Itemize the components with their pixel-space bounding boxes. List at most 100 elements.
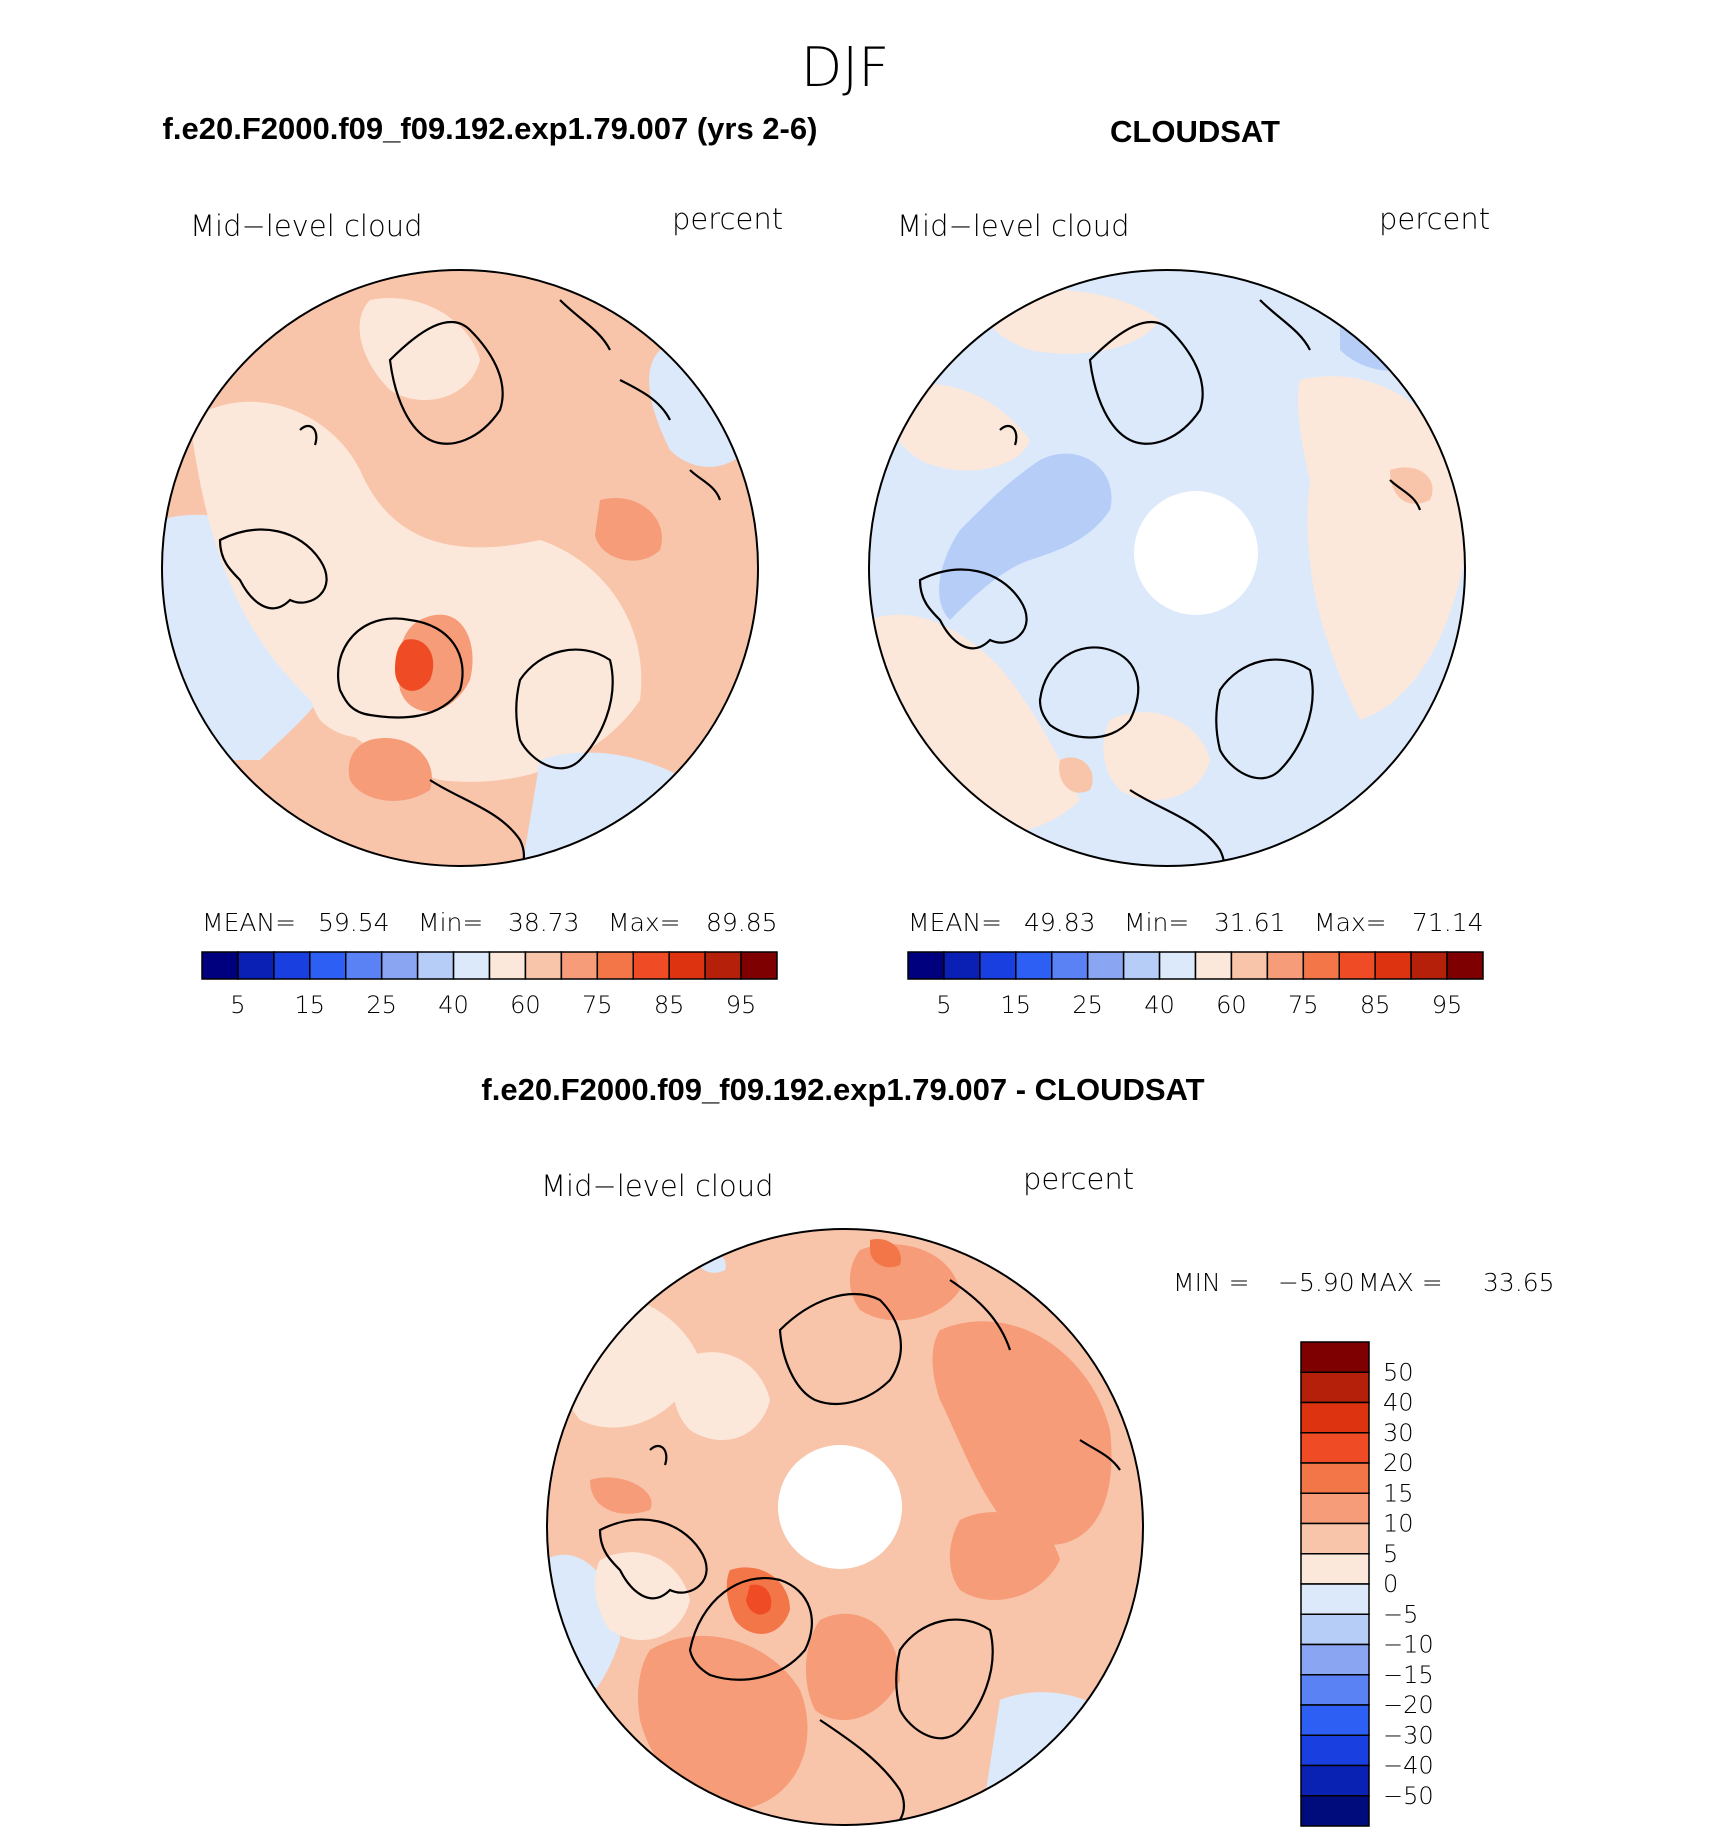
panel-b-min-label: Min= bbox=[1124, 908, 1189, 937]
colorbar-swatch bbox=[1086, 951, 1125, 980]
panel-c-max-label: MAX = bbox=[1358, 1268, 1443, 1297]
colorbar-swatch bbox=[1230, 951, 1269, 980]
colorbar-swatch bbox=[1446, 951, 1484, 980]
colorbar-swatch bbox=[1302, 951, 1340, 980]
colorbar-swatch bbox=[1300, 1432, 1370, 1464]
colorbar-swatch bbox=[1122, 951, 1161, 980]
panel-c-max-value: 33.65 bbox=[1483, 1268, 1555, 1297]
panel-b-max-value: 71.14 bbox=[1412, 908, 1484, 937]
panel-b: Mid−level cloud percent MEAN= 49 bbox=[868, 202, 1490, 1019]
panel-a-min-label: Min= bbox=[418, 908, 483, 937]
panel-a-map bbox=[162, 270, 758, 866]
colorbar-tick-label: 75 bbox=[1288, 991, 1319, 1019]
colorbar-tick-label: 95 bbox=[1432, 991, 1463, 1019]
colorbar-swatch bbox=[740, 951, 778, 980]
colorbar-swatch bbox=[416, 951, 455, 980]
colorbar-tick-label: 85 bbox=[1360, 991, 1391, 1019]
colorbar-swatch bbox=[1338, 951, 1376, 980]
colorbar-swatch bbox=[273, 951, 311, 980]
colorbar-swatch bbox=[309, 951, 347, 980]
colorbar-swatch bbox=[943, 951, 981, 980]
panel-c-map-border bbox=[546, 1228, 1144, 1826]
colorbar-swatch bbox=[668, 951, 706, 980]
colorbar-tick-label: −30 bbox=[1383, 1721, 1434, 1749]
colorbar-tick-label: −40 bbox=[1383, 1752, 1434, 1780]
colorbar-tick-label: 15 bbox=[295, 991, 326, 1019]
panel-a-colorbar bbox=[201, 951, 778, 980]
colorbar-swatch bbox=[1300, 1522, 1370, 1555]
panel-a-mean-value: 59.54 bbox=[318, 908, 390, 937]
panel-b-colorbar-ticks: 5 15 25 40 60 75 85 95 bbox=[936, 991, 1462, 1019]
panel-a-colorbar-ticks: 5 15 25 40 60 75 85 95 bbox=[230, 991, 756, 1019]
colorbar-tick-label: 60 bbox=[510, 991, 541, 1019]
colorbar-tick-label: 85 bbox=[654, 991, 685, 1019]
panel-c: Mid−level cloud percent bbox=[541, 1162, 1555, 1827]
colorbar-swatch bbox=[704, 951, 742, 980]
panel-b-pole-hole bbox=[1134, 491, 1258, 615]
panel-b-coastlines bbox=[918, 299, 1422, 866]
colorbar-swatch bbox=[524, 951, 563, 980]
panel-a-max-value: 89.85 bbox=[706, 908, 778, 937]
colorbar-tick-label: 30 bbox=[1383, 1419, 1414, 1447]
colorbar-tick-label: −15 bbox=[1383, 1661, 1434, 1689]
colorbar-swatch bbox=[1300, 1643, 1370, 1676]
colorbar-swatch bbox=[907, 951, 945, 980]
colorbar-swatch bbox=[560, 951, 599, 980]
colorbar-swatch bbox=[1194, 951, 1233, 980]
panel-c-min-value: −5.90 bbox=[1278, 1268, 1355, 1297]
colorbar-swatch bbox=[1374, 951, 1412, 980]
colorbar-swatch bbox=[979, 951, 1017, 980]
colorbar-swatch bbox=[488, 951, 527, 980]
colorbar-tick-label: 20 bbox=[1383, 1449, 1414, 1477]
panel-b-max-label: Max= bbox=[1314, 908, 1387, 937]
colorbar-tick-label: 75 bbox=[582, 991, 613, 1019]
figure-title: DJF bbox=[801, 36, 890, 99]
panel-c-units-label: percent bbox=[1023, 1162, 1134, 1196]
colorbar-swatch bbox=[1300, 1674, 1370, 1706]
panel-a-variable-label: Mid−level cloud bbox=[190, 209, 423, 243]
colorbar-swatch bbox=[1015, 951, 1053, 980]
colorbar-swatch bbox=[1051, 951, 1089, 980]
panel-c-title: f.e20.F2000.f09_f09.192.exp1.79.007 - CL… bbox=[481, 1072, 1204, 1107]
colorbar-swatch bbox=[1300, 1704, 1370, 1736]
colorbar-swatch bbox=[1300, 1613, 1370, 1646]
colorbar-tick-label: 15 bbox=[1383, 1479, 1414, 1507]
colorbar-swatch bbox=[1300, 1734, 1370, 1767]
colorbar-tick-label: −5 bbox=[1383, 1600, 1418, 1628]
panel-b-map-border bbox=[868, 269, 1466, 867]
panel-a-mean-label: MEAN= bbox=[202, 908, 296, 937]
colorbar-swatch bbox=[1300, 1553, 1370, 1585]
panel-b-variable-label: Mid−level cloud bbox=[897, 209, 1130, 243]
colorbar-swatch bbox=[596, 951, 634, 980]
colorbar-tick-label: 40 bbox=[438, 991, 469, 1019]
panel-c-colorbar bbox=[1300, 1341, 1370, 1827]
colorbar-tick-label: 5 bbox=[230, 991, 245, 1019]
panel-a-units-label: percent bbox=[672, 202, 783, 236]
panel-c-min-label: MIN = bbox=[1173, 1268, 1250, 1297]
colorbar-swatch bbox=[237, 951, 275, 980]
colorbar-tick-label: 95 bbox=[726, 991, 757, 1019]
panel-a-coastlines bbox=[218, 299, 722, 866]
panel-b-min-value: 31.61 bbox=[1214, 908, 1286, 937]
panel-a: Mid−level cloud percent MEA bbox=[161, 202, 783, 1019]
panel-a-map-border bbox=[161, 269, 759, 867]
colorbar-swatch bbox=[1300, 1401, 1370, 1434]
panel-c-variable-label: Mid−level cloud bbox=[541, 1169, 774, 1203]
colorbar-swatch bbox=[380, 951, 419, 980]
panel-a-max-label: Max= bbox=[608, 908, 681, 937]
colorbar-swatch bbox=[201, 951, 239, 980]
panel-a-min-value: 38.73 bbox=[508, 908, 580, 937]
colorbar-swatch bbox=[1158, 951, 1197, 980]
panel-b-title: CLOUDSAT bbox=[1110, 114, 1280, 149]
colorbar-swatch bbox=[1410, 951, 1448, 980]
colorbar-tick-label: 40 bbox=[1144, 991, 1175, 1019]
colorbar-tick-label: 15 bbox=[1001, 991, 1032, 1019]
colorbar-tick-label: 5 bbox=[1383, 1540, 1398, 1568]
colorbar-swatch bbox=[1300, 1341, 1370, 1373]
colorbar-tick-label: 25 bbox=[366, 991, 397, 1019]
panel-c-map bbox=[547, 1229, 1143, 1825]
colorbar-swatch bbox=[1300, 1492, 1370, 1525]
colorbar-swatch bbox=[1266, 951, 1305, 980]
